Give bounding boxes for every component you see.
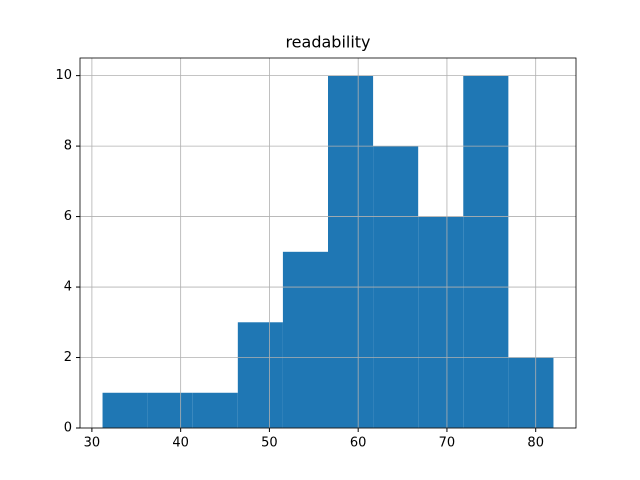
y-tick-label: 10 — [55, 68, 72, 83]
bar — [282, 251, 328, 428]
bar — [508, 357, 554, 428]
y-tick-label: 6 — [64, 209, 72, 224]
bar — [102, 392, 148, 428]
x-tick-label: 50 — [261, 436, 278, 451]
y-tick-label: 8 — [64, 139, 72, 154]
y-tick-label: 0 — [64, 421, 72, 436]
x-tick-label: 30 — [84, 436, 101, 451]
bar — [463, 75, 509, 428]
bar — [418, 216, 464, 428]
x-tick-label: 80 — [527, 436, 544, 451]
chart-title: readability — [285, 33, 370, 52]
y-tick-label: 2 — [64, 350, 72, 365]
x-tick-label: 70 — [439, 436, 456, 451]
x-tick-label: 60 — [350, 436, 367, 451]
bar — [328, 75, 374, 428]
x-tick-label: 40 — [172, 436, 189, 451]
bar — [192, 392, 238, 428]
y-tick-label: 4 — [64, 280, 72, 295]
bar — [237, 322, 283, 428]
bar — [147, 392, 193, 428]
plot-frame — [79, 57, 577, 429]
